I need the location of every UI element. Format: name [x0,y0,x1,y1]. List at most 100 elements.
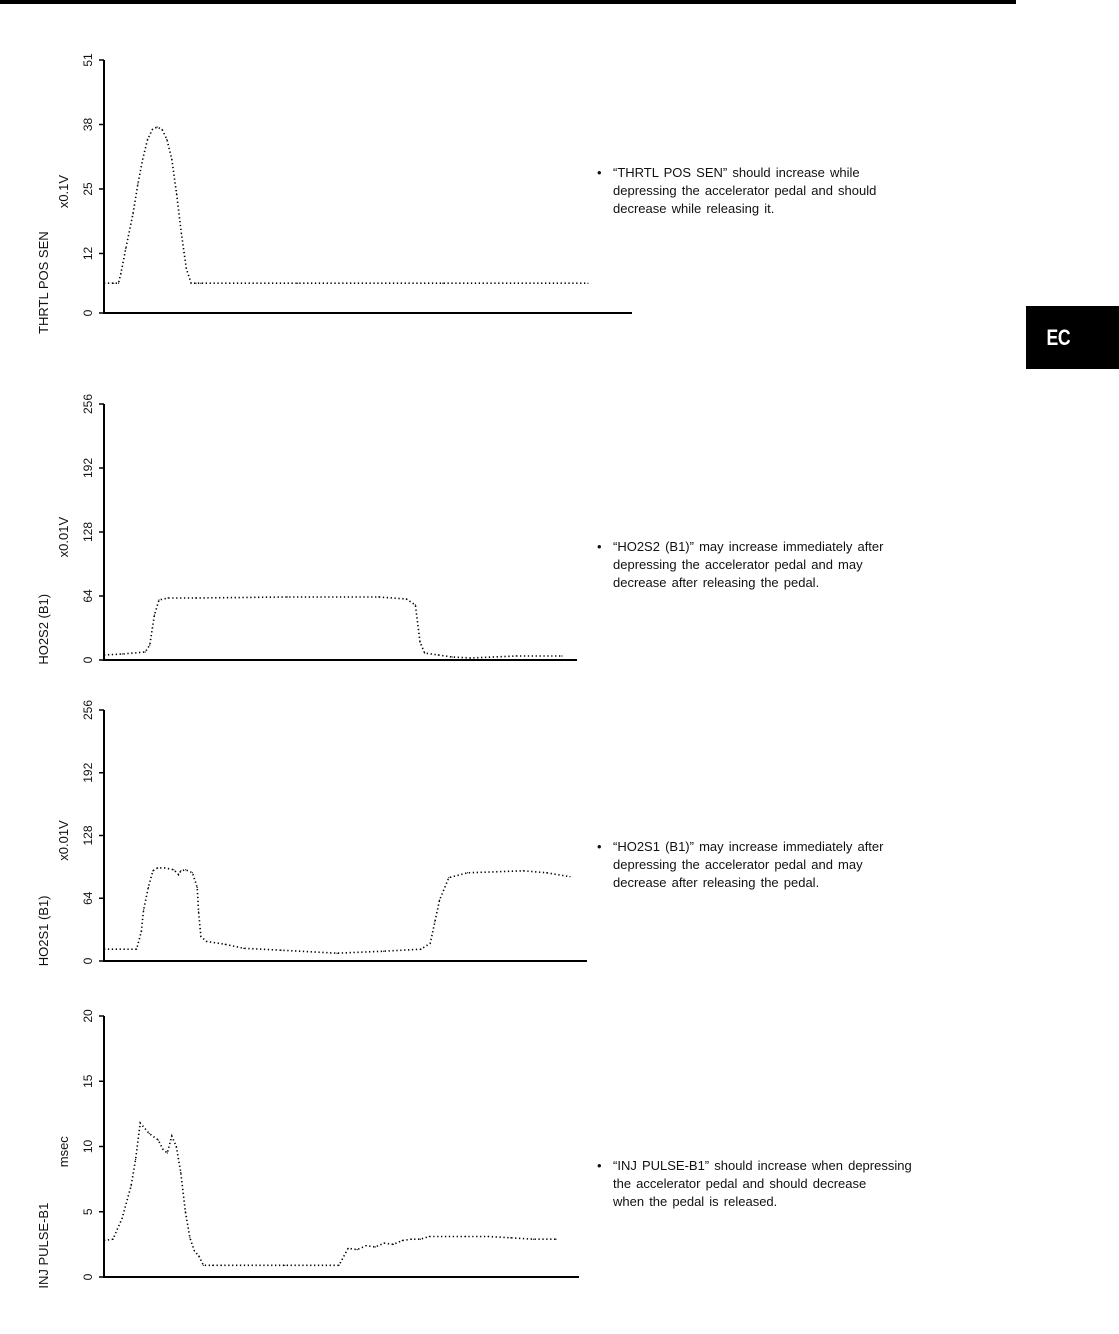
description-line: decrease after releasing the pedal. [613,875,820,890]
bullet-icon: • [597,1158,602,1173]
data-point [193,1250,195,1252]
data-point [419,1238,421,1240]
data-point [103,654,105,656]
data-point [157,1139,159,1141]
data-point [356,1249,358,1251]
data-series-trace [104,867,571,955]
y-tick-label: 128 [81,522,95,542]
data-point [401,1239,403,1242]
data-point [112,1238,114,1240]
data-point [522,870,525,872]
data-point [166,138,168,140]
data-point [184,1211,186,1213]
data-point [180,1172,182,1174]
data-point [442,282,444,284]
data-point [383,1242,385,1244]
data-point [198,911,200,913]
data-point [152,870,154,872]
data-point [297,282,299,284]
data-point [338,1264,340,1266]
data-point [180,233,182,235]
data-point [189,1237,191,1239]
data-point [142,158,144,160]
y-tick-label: 64 [81,891,95,905]
description-line: the accelerator pedal and should decreas… [613,1176,867,1191]
y-tick-label: 10 [81,1140,95,1154]
data-point [383,950,385,952]
data-point [156,126,158,128]
data-point [280,949,282,951]
bullet-icon: • [597,839,602,854]
chart-panel-4: 0 5 10 15 20 INJ PULSE-B1 msec [36,1009,579,1289]
data-point [175,1145,177,1148]
data-point [176,193,178,195]
data-point [149,644,151,646]
data-point [147,138,149,140]
data-point [139,1122,141,1124]
description-line: depressing the accelerator pedal and may [613,857,863,872]
data-point [286,596,288,598]
y-tick-label: 0 [81,656,95,663]
top-rule [0,0,1016,4]
data-point [465,1235,467,1238]
data-point [451,656,453,658]
data-point [185,869,187,871]
description-line: “THRTL POS SEN” should increase while [613,165,860,180]
data-point [195,597,197,599]
data-point [220,1264,223,1266]
y-tick-label: 256 [81,700,95,720]
data-point [137,183,139,185]
data-point [243,947,245,949]
data-point [378,596,380,598]
data-point [185,267,187,269]
data-point [167,597,169,599]
data-point [424,652,426,654]
data-point [148,1132,150,1135]
y-tick-label: 0 [81,957,95,964]
chart-panel-1: 0 12 25 38 51 THRTL POS SEN x0.1V [36,53,632,334]
data-point [120,272,122,274]
data-point [437,654,439,656]
bullet-icon: • [597,539,602,554]
data-point [510,1237,512,1239]
data-point [515,655,517,657]
section-tab-label: EC [1046,324,1070,350]
data-point [414,604,416,606]
y-tick-label: 51 [81,53,95,67]
data-point [410,1238,412,1240]
data-point [195,282,197,284]
data-point [448,877,450,879]
data-point [140,931,142,933]
y-axis-unit: msec [56,1136,71,1168]
y-tick-label: 0 [81,309,95,316]
data-point [365,1245,367,1247]
data-point [561,655,563,657]
data-point [428,1235,430,1238]
data-point [117,282,120,284]
data-point [130,1185,132,1187]
data-series-trace [103,1121,556,1267]
y-axis-unit: x0.01V [56,517,71,558]
y-axis-title: INJ PULSE-B1 [36,1203,51,1289]
chart-description-2: • “HO2S2 (B1)” may increase immediately a… [597,538,883,592]
data-series-trace [104,126,588,284]
description-line: when the pedal is released. [613,1194,778,1209]
data-point [171,1135,173,1137]
data-point [224,943,226,945]
data-point [466,872,469,874]
description-line: “INJ PULSE-B1” should increase when depr… [613,1158,912,1173]
data-point [200,282,202,284]
description-line: “HO2S2 (B1)” may increase immediately af… [613,539,884,554]
chart-description-1: • “THRTL POS SEN” should increase while de… [597,164,876,218]
data-point [103,1239,105,1242]
y-tick-label: 15 [81,1074,95,1088]
data-point [157,867,159,869]
data-point [113,282,115,284]
data-point [374,1246,376,1248]
data-point [546,872,548,874]
chart-panel-2: 0 64 128 192 256 HO2S2 (B1) x0.01V [36,394,577,665]
data-point [191,872,194,874]
data-point [434,921,436,923]
data-point [429,942,431,945]
